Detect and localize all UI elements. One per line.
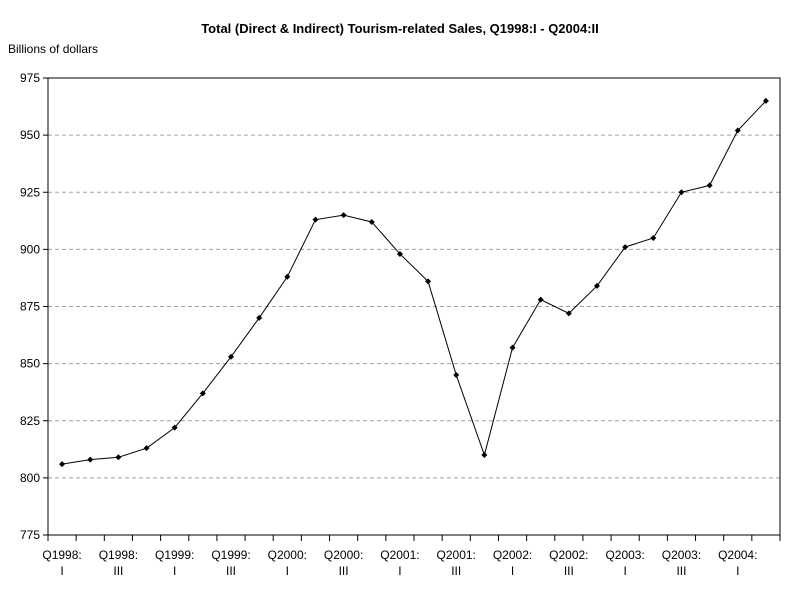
data-point-marker <box>256 314 263 321</box>
chart-title: Total (Direct & Indirect) Tourism-relate… <box>201 21 599 36</box>
data-point-marker <box>481 452 488 459</box>
data-point-marker <box>678 189 685 196</box>
data-point-marker <box>115 454 122 461</box>
data-point-marker <box>650 234 657 241</box>
y-axis-unit-label: Billions of dollars <box>8 42 99 56</box>
x-tick-label: Q1998: I <box>42 548 81 578</box>
y-tick-label: 900 <box>20 242 40 256</box>
data-point-marker <box>453 372 460 379</box>
x-tick-label: Q2004: I <box>718 548 757 578</box>
data-point-marker <box>340 212 347 219</box>
data-point-marker <box>59 461 66 468</box>
x-tick-label: Q2001: III <box>437 548 476 578</box>
data-point-marker <box>622 244 629 251</box>
data-point-marker <box>509 344 516 351</box>
x-tick-label: Q2003: I <box>605 548 644 578</box>
data-point-marker <box>228 353 234 360</box>
data-point-marker <box>734 127 741 134</box>
x-tick-label: Q1998: III <box>99 548 138 578</box>
data-point-marker <box>706 182 713 189</box>
x-tick-label: Q2003: III <box>662 548 701 578</box>
y-tick-label: 925 <box>20 185 40 199</box>
y-tick-label: 825 <box>20 414 40 428</box>
x-tick-label: Q2000: III <box>324 548 363 578</box>
x-tick-label: Q2000: I <box>268 548 307 578</box>
data-point-marker <box>143 445 150 452</box>
y-tick-label: 950 <box>20 128 40 142</box>
y-tick-label: 775 <box>20 528 40 542</box>
y-tick-label: 800 <box>20 471 40 485</box>
x-tick-label: Q1999: III <box>211 548 250 578</box>
data-point-marker <box>537 296 544 303</box>
data-point-marker <box>87 456 94 463</box>
data-point-marker <box>762 97 769 104</box>
data-point-marker <box>425 278 432 285</box>
x-tick-label: Q2001: I <box>380 548 419 578</box>
data-point-marker <box>368 218 375 225</box>
data-point-marker <box>396 250 403 257</box>
sales-line-series <box>61 100 767 465</box>
data-point-marker <box>284 273 291 280</box>
x-tick-label: Q2002: III <box>549 548 588 578</box>
y-tick-label: 850 <box>20 357 40 371</box>
data-point-marker <box>312 216 319 223</box>
y-tick-label: 975 <box>20 71 40 85</box>
data-point-marker <box>199 390 206 397</box>
y-tick-label: 875 <box>20 300 40 314</box>
data-point-marker <box>565 310 572 317</box>
x-tick-label: Q2002: I <box>493 548 532 578</box>
data-point-marker <box>171 424 178 431</box>
x-tick-label: Q1999: I <box>155 548 194 578</box>
data-point-marker <box>594 282 600 289</box>
